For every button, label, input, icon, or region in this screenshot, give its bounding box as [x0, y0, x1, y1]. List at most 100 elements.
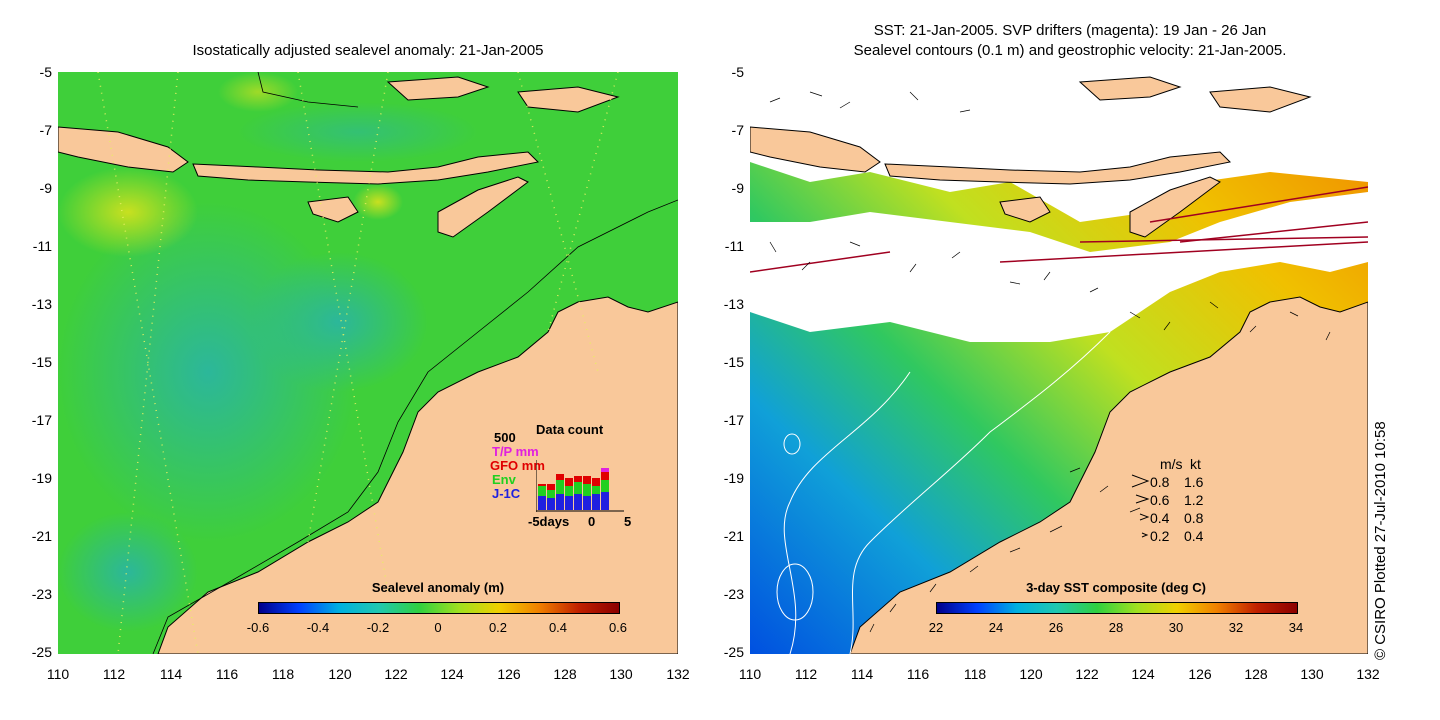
velocity-legend-ms: 0.8: [1150, 474, 1170, 490]
anomaly-high-region: [353, 184, 403, 220]
australia-landmass: [849, 296, 1369, 655]
y-tick: -9: [39, 180, 52, 196]
colorbar-tick: 30: [1168, 620, 1184, 635]
velocity-arrow-icon: [1138, 510, 1150, 527]
colorbar-tick: -0.4: [306, 620, 330, 635]
y-tick: -15: [723, 354, 744, 370]
y-tick: -5: [731, 64, 744, 80]
x-tick: 110: [46, 666, 70, 682]
colorbar-tick: 24: [988, 620, 1004, 635]
colorbar-tick: 34: [1288, 620, 1304, 635]
data-count-xlabel-start: -5days: [528, 514, 570, 529]
anomaly-low-region: [248, 252, 428, 392]
legend-tp: T/P mm: [492, 444, 539, 459]
altimeter-track: [307, 71, 389, 543]
colorbar-tick: 32: [1228, 620, 1244, 635]
java-island: [749, 126, 881, 173]
sealevel-contour: [783, 433, 801, 455]
x-tick: 122: [384, 666, 408, 682]
velocity-arrow-icon: [1141, 528, 1149, 545]
x-tick: 112: [102, 666, 126, 682]
x-tick: 116: [906, 666, 930, 682]
anomaly-high-region: [58, 167, 198, 257]
data-count-inset: 500 Data count T/P mm GFO mm Env J-1C -5…: [488, 420, 638, 530]
x-tick: 124: [1131, 666, 1155, 682]
x-tick: 114: [159, 666, 183, 682]
drifter-track: [999, 241, 1369, 263]
x-tick: 124: [440, 666, 464, 682]
x-tick: 122: [1075, 666, 1099, 682]
northern-islands: [517, 86, 620, 113]
x-tick: 120: [1019, 666, 1043, 682]
x-tick: 112: [794, 666, 818, 682]
drifter-track: [1149, 186, 1369, 223]
x-tick: 130: [609, 666, 633, 682]
bathymetry-contour: [257, 71, 359, 108]
sst-colorbar: [936, 602, 1298, 614]
left-map: Sealevel anomaly (m) -0.6 -0.4 -0.2 0 0.…: [57, 71, 679, 655]
colorbar-tick: 0: [434, 620, 442, 635]
velocity-legend-header-kt: kt: [1190, 456, 1201, 472]
y-tick: -11: [32, 238, 52, 254]
sealevel-contour: [776, 563, 814, 621]
right-map: m/s kt 0.8 1.6 0.6 1.2 0.4 0.8 0.2 0.4 3…: [749, 72, 1369, 655]
northern-islands: [386, 76, 490, 101]
anomaly-high-region: [218, 72, 298, 112]
y-tick: -7: [731, 122, 744, 138]
y-tick: -19: [31, 470, 52, 486]
lesser-sunda-islands: [884, 151, 1232, 185]
data-count-xlabel-end: 5: [624, 514, 632, 529]
colorbar-tick: 22: [928, 620, 944, 635]
sealevel-contour: [849, 331, 1111, 655]
sealevel-colorbar: [258, 602, 620, 614]
cloud-mask-region: [750, 72, 1368, 342]
colorbar-tick: 0.2: [488, 620, 508, 635]
y-tick: -21: [31, 528, 52, 544]
y-tick: -25: [723, 644, 744, 660]
x-tick: 128: [553, 666, 577, 682]
bathymetry-contour: [152, 199, 679, 655]
java-island: [57, 126, 189, 173]
colorbar-tick: -0.2: [366, 620, 390, 635]
velocity-legend-ms: 0.4: [1150, 510, 1170, 526]
y-tick: -17: [31, 412, 52, 428]
x-tick: 118: [271, 666, 295, 682]
y-tick: -7: [39, 122, 52, 138]
y-tick: -25: [31, 644, 52, 660]
y-tick: -11: [724, 238, 744, 254]
y-tick: -23: [31, 586, 52, 602]
y-tick: -13: [723, 296, 744, 312]
x-tick: 132: [666, 666, 690, 682]
timor-island: [437, 176, 529, 238]
sealevel-contour: [783, 371, 911, 655]
sealevel-colorbar-label: Sealevel anomaly (m): [371, 580, 505, 595]
colorbar-tick: 0.6: [608, 620, 628, 635]
colorbar-tick: 26: [1048, 620, 1064, 635]
y-tick: -13: [31, 296, 52, 312]
x-tick: 128: [1244, 666, 1268, 682]
y-tick: -9: [731, 180, 744, 196]
x-tick: 114: [850, 666, 874, 682]
sst-colorbar-label: 3-day SST composite (deg C): [1026, 580, 1206, 595]
velocity-legend-kt: 1.6: [1184, 474, 1204, 490]
y-tick: -23: [723, 586, 744, 602]
x-tick: 130: [1300, 666, 1324, 682]
velocity-legend-ms: 0.6: [1150, 492, 1170, 508]
legend-env: Env: [492, 472, 516, 487]
left-map-title: Isostatically adjusted sealevel anomaly:…: [192, 42, 544, 59]
australia-landmass: [157, 296, 679, 655]
lesser-sunda-islands: [192, 151, 540, 185]
legend-j1c: J-1C: [492, 486, 521, 501]
x-tick: 126: [497, 666, 521, 682]
colorbar-tick: 0.4: [548, 620, 568, 635]
x-tick: 110: [738, 666, 762, 682]
colorbar-tick: -0.6: [246, 620, 270, 635]
data-count-bars: [536, 460, 624, 512]
x-tick: 126: [1188, 666, 1212, 682]
northern-islands: [1209, 86, 1312, 113]
y-tick: -21: [723, 528, 744, 544]
y-tick: -17: [723, 412, 744, 428]
anomaly-low-region: [238, 102, 478, 162]
sumba-island: [999, 196, 1051, 223]
y-tick: -5: [39, 64, 52, 80]
